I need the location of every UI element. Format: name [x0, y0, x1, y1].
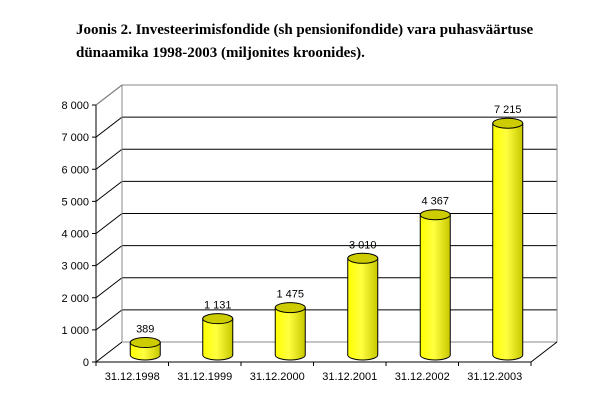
data-label: 4 367: [421, 196, 449, 208]
bar-cylinder-top: [274, 302, 306, 314]
side-gridline: [95, 180, 123, 202]
side-gridline: [95, 341, 123, 363]
bar-cylinder-body: [274, 307, 306, 361]
floor-right-edge: [530, 341, 558, 363]
bar-cylinder-body: [419, 214, 451, 361]
side-gridline: [95, 245, 123, 267]
x-tick-label: 31.12.1998: [105, 371, 160, 383]
side-gridline: [95, 277, 123, 299]
bar-cylinder-top: [202, 313, 234, 325]
side-gridline: [95, 213, 123, 234]
y-tick-label: 5 000: [61, 196, 89, 208]
y-tick-label: 8 000: [61, 100, 89, 112]
x-tick-label: 31.12.2003: [467, 371, 522, 383]
data-label: 389: [136, 324, 154, 336]
y-tick-label: 6 000: [61, 164, 89, 176]
y-tick-label: 2 000: [61, 293, 89, 305]
side-gridline: [95, 116, 123, 138]
y-tick-label: 1 000: [61, 325, 89, 337]
y-tick-label: 3 000: [61, 261, 89, 273]
x-tick-label: 31.12.2001: [322, 371, 377, 383]
bar-cylinder-body: [492, 122, 524, 361]
x-tick-label: 31.12.1999: [177, 371, 232, 383]
chart-title-line-1: Joonis 2. Investeerimisfondide (sh pensi…: [76, 22, 534, 38]
side-gridline: [95, 309, 123, 331]
data-label: 1 131: [204, 300, 232, 312]
data-label: 3 010: [349, 239, 377, 251]
y-tick-label: 4 000: [61, 229, 89, 241]
chart-title-line-2: dünaamika 1998-2003 (miljonites kroonide…: [76, 45, 365, 61]
side-wall-top: [95, 84, 123, 106]
y-tick-label: 7 000: [61, 132, 89, 144]
y-tick-label: 0: [83, 357, 89, 369]
bar-cylinder-top: [419, 209, 451, 221]
bar-cylinder-top: [129, 337, 161, 349]
bar-cylinder-top: [492, 117, 524, 129]
x-tick-label: 31.12.2000: [250, 371, 305, 383]
bar-cylinder-top: [347, 252, 379, 264]
side-gridline: [95, 148, 123, 170]
bar-cylinder-body: [202, 318, 234, 361]
data-label: 7 215: [494, 104, 522, 116]
x-tick-label: 31.12.2002: [395, 371, 450, 383]
bar-cylinder-body: [347, 257, 379, 361]
data-label: 1 475: [276, 289, 304, 301]
